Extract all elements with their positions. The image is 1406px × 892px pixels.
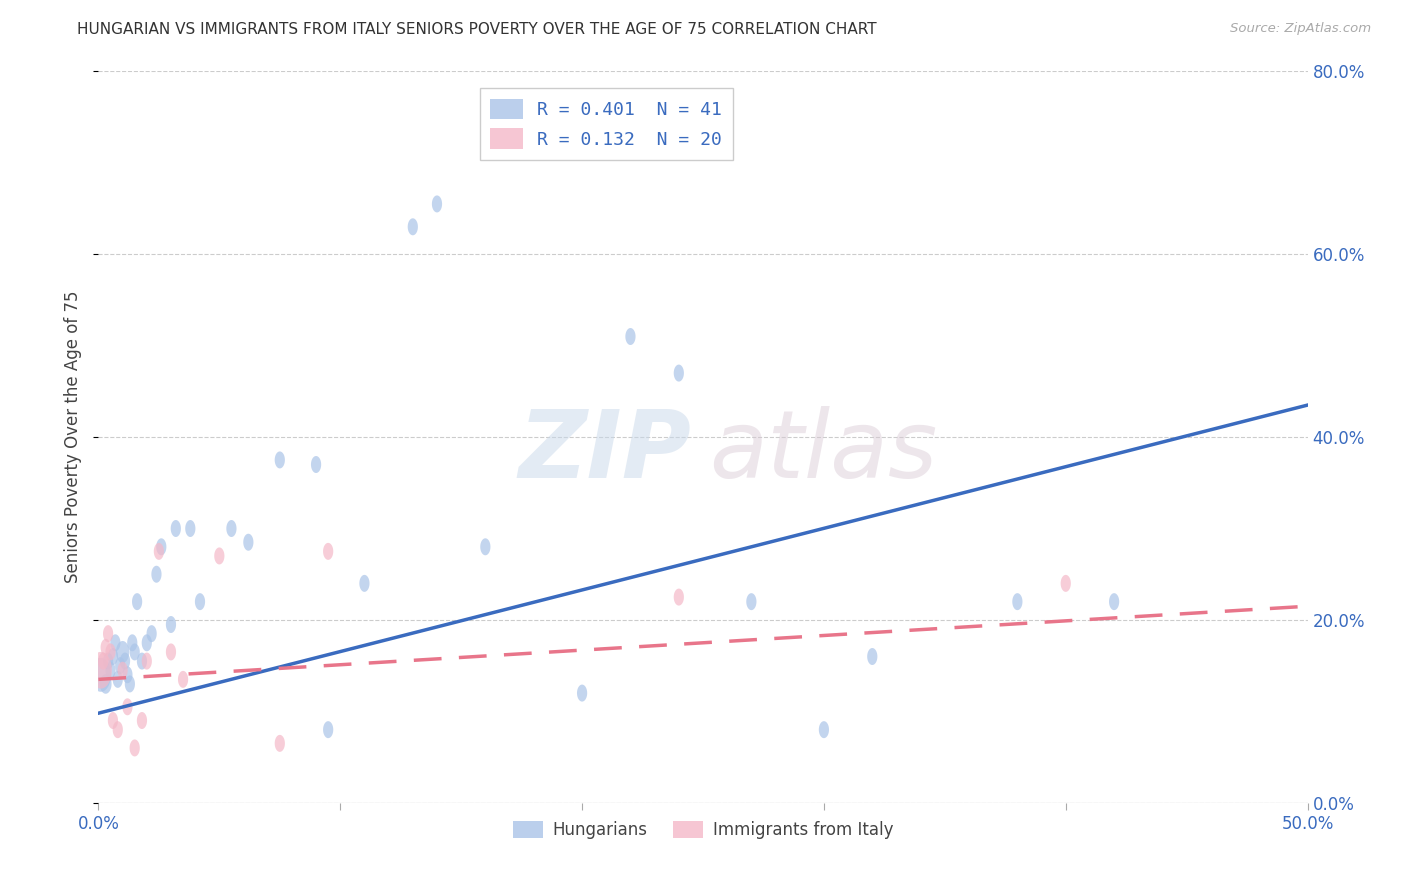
Point [124, 740, 146, 755]
Point [172, 673, 194, 687]
Point [668, 366, 690, 380]
Point [150, 540, 173, 554]
Point [316, 723, 339, 737]
Point [269, 453, 291, 467]
Point [1054, 576, 1077, 591]
Point [111, 645, 134, 659]
Point [121, 636, 143, 650]
Text: HUNGARIAN VS IMMIGRANTS FROM ITALY SENIORS POVERTY OVER THE AGE OF 75 CORRELATIO: HUNGARIAN VS IMMIGRANTS FROM ITALY SENIO… [77, 22, 877, 37]
Point [269, 736, 291, 750]
Y-axis label: Seniors Poverty Over the Age of 75: Seniors Poverty Over the Age of 75 [65, 291, 83, 583]
Point [97, 654, 120, 668]
Point [160, 617, 183, 632]
Point [108, 658, 131, 673]
Point [474, 540, 496, 554]
Point [619, 329, 641, 343]
Point [221, 521, 243, 535]
Point [305, 458, 328, 472]
Point [100, 663, 122, 677]
Point [316, 544, 339, 558]
Point [117, 667, 139, 681]
Point [135, 636, 157, 650]
Point [148, 544, 170, 558]
Point [571, 686, 593, 700]
Point [135, 654, 157, 668]
Point [118, 677, 141, 691]
Point [238, 535, 260, 549]
Point [208, 549, 231, 563]
Text: ZIP: ZIP [517, 406, 690, 498]
Point [145, 567, 167, 582]
Legend: Hungarians, Immigrants from Italy: Hungarians, Immigrants from Italy [506, 814, 900, 846]
Point [165, 521, 187, 535]
Point [97, 626, 120, 640]
Point [90, 667, 112, 681]
Point [94, 677, 117, 691]
Point [117, 699, 139, 714]
Point [426, 197, 449, 211]
Point [860, 649, 883, 664]
Point [111, 663, 134, 677]
Text: Source: ZipAtlas.com: Source: ZipAtlas.com [1230, 22, 1371, 36]
Point [101, 649, 124, 664]
Point [91, 654, 114, 668]
Point [107, 673, 129, 687]
Point [1102, 594, 1125, 608]
Point [740, 594, 762, 608]
Point [104, 636, 127, 650]
Point [353, 576, 375, 591]
Point [131, 714, 153, 728]
Point [101, 714, 124, 728]
Point [141, 626, 163, 640]
Point [188, 594, 211, 608]
Point [127, 594, 149, 608]
Point [94, 640, 117, 655]
Point [1007, 594, 1029, 608]
Point [90, 663, 112, 677]
Point [124, 645, 146, 659]
Point [179, 521, 201, 535]
Point [131, 654, 153, 668]
Point [160, 645, 183, 659]
Point [107, 723, 129, 737]
Point [100, 645, 122, 659]
Point [813, 723, 835, 737]
Point [402, 219, 425, 234]
Text: atlas: atlas [709, 406, 938, 497]
Point [114, 654, 136, 668]
Point [668, 590, 690, 604]
